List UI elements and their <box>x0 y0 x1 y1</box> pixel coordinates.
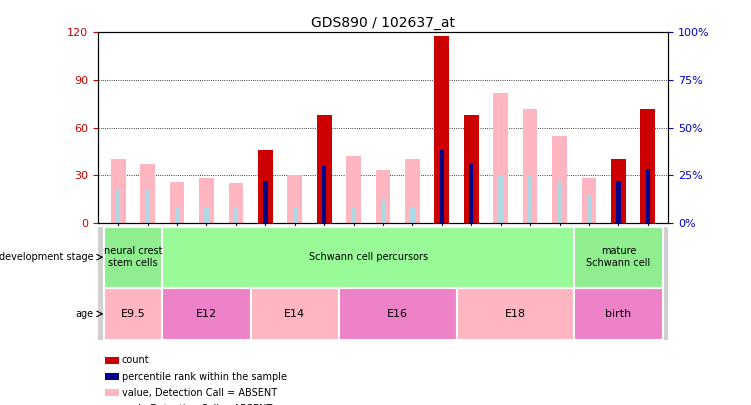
Text: E9.5: E9.5 <box>121 309 145 319</box>
Text: E12: E12 <box>196 309 217 319</box>
Bar <box>162 227 575 288</box>
Bar <box>140 164 155 223</box>
Text: birth: birth <box>605 309 632 319</box>
Bar <box>204 207 209 223</box>
Bar <box>199 178 214 223</box>
Bar <box>263 181 267 223</box>
Text: mature
Schwann cell: mature Schwann cell <box>587 246 650 268</box>
Bar <box>146 190 150 223</box>
Bar <box>457 288 575 340</box>
Bar <box>469 164 473 223</box>
Text: E18: E18 <box>505 309 526 319</box>
Bar <box>317 115 331 223</box>
Bar <box>557 181 562 223</box>
Text: percentile rank within the sample: percentile rank within the sample <box>122 372 287 382</box>
Bar <box>104 227 162 288</box>
Text: GDS890 / 102637_at: GDS890 / 102637_at <box>311 16 455 30</box>
Bar <box>464 115 478 223</box>
Bar <box>616 181 620 223</box>
Text: E14: E14 <box>284 309 306 319</box>
Text: neural crest
stem cells: neural crest stem cells <box>104 246 162 268</box>
Text: count: count <box>122 356 149 365</box>
Bar <box>111 159 125 223</box>
Bar <box>587 196 591 223</box>
Bar <box>528 175 532 223</box>
Text: rank, Detection Call = ABSENT: rank, Detection Call = ABSENT <box>122 404 272 405</box>
Bar <box>523 109 538 223</box>
Bar <box>641 109 655 223</box>
Bar <box>175 207 179 223</box>
Bar <box>339 288 457 340</box>
Bar <box>552 136 567 223</box>
Bar <box>251 288 339 340</box>
Bar <box>104 288 162 340</box>
Bar <box>351 207 356 223</box>
Bar <box>435 36 449 223</box>
Bar <box>575 288 662 340</box>
Bar <box>493 93 508 223</box>
Bar <box>405 159 420 223</box>
Bar <box>381 200 385 223</box>
Text: E16: E16 <box>388 309 409 319</box>
Text: development stage: development stage <box>0 252 94 262</box>
Bar <box>611 159 626 223</box>
Bar <box>293 207 297 223</box>
Bar <box>162 288 251 340</box>
Bar <box>346 156 361 223</box>
Bar <box>228 183 243 223</box>
Bar <box>646 169 650 223</box>
Bar <box>234 207 238 223</box>
Text: value, Detection Call = ABSENT: value, Detection Call = ABSENT <box>122 388 277 398</box>
Bar <box>581 178 596 223</box>
Text: Schwann cell percursors: Schwann cell percursors <box>309 252 428 262</box>
Bar <box>439 150 444 223</box>
Bar <box>258 150 273 223</box>
Bar <box>410 207 415 223</box>
Bar <box>499 175 503 223</box>
Bar <box>170 181 185 223</box>
Text: age: age <box>76 309 94 319</box>
Bar <box>376 171 391 223</box>
Bar <box>322 166 327 223</box>
Bar <box>575 227 662 288</box>
Bar <box>288 175 302 223</box>
Bar <box>116 190 120 223</box>
